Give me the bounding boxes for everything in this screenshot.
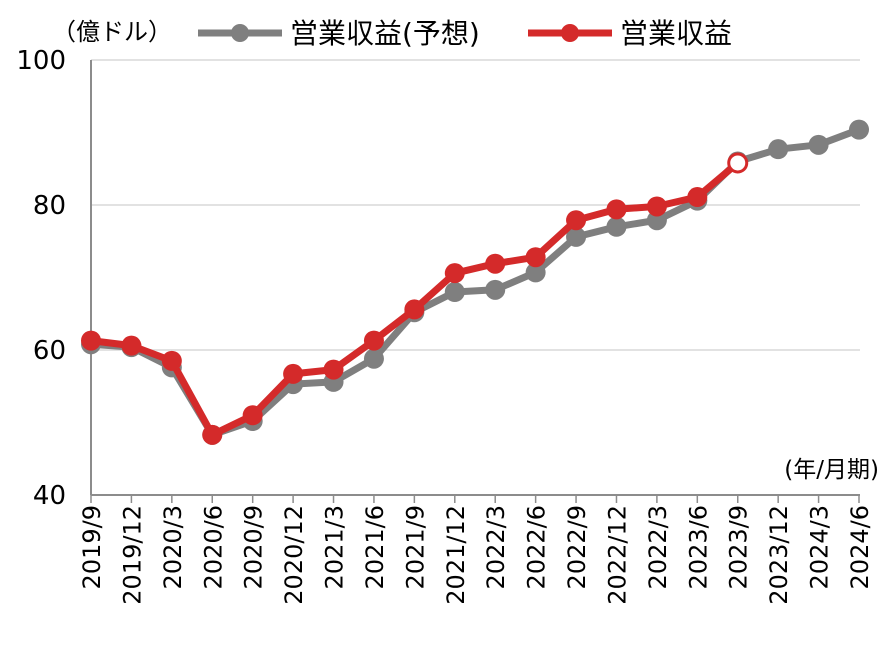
data-point (485, 279, 506, 300)
y-tick-label: 40 (33, 481, 66, 511)
data-point (444, 263, 465, 284)
data-point (727, 152, 749, 174)
x-tick-label: 2022/3 (644, 505, 672, 589)
data-point (283, 363, 304, 384)
data-point (525, 247, 546, 268)
y-tick-label: 100 (16, 46, 66, 76)
data-point (161, 350, 182, 371)
x-tick-label: 2021/3 (321, 505, 349, 589)
x-axis-unit-label: (年/月期) (784, 457, 879, 483)
data-point (202, 424, 223, 445)
data-point (646, 196, 667, 217)
legend-swatch-actual-marker (561, 24, 579, 42)
data-point (525, 262, 546, 283)
data-point (404, 299, 425, 320)
x-tick-label: 2023/12 (765, 505, 793, 605)
data-point (849, 119, 869, 140)
data-point (242, 405, 263, 426)
data-point (485, 253, 506, 274)
x-tick-label: 2023/6 (684, 505, 712, 589)
x-tick-label: 2019/9 (78, 505, 106, 589)
legend-swatch-forecast-marker (231, 24, 249, 42)
x-tick-label: 2023/9 (725, 505, 753, 589)
unit-label: （億ドル） (52, 18, 172, 46)
legend-label-forecast: 営業収益(予想) (290, 17, 480, 50)
data-point (81, 330, 101, 351)
data-point (566, 226, 587, 247)
data-point (687, 187, 708, 208)
legend-item-actual: 営業収益 (528, 17, 732, 50)
data-point (121, 335, 142, 356)
x-tick-label: 2022/12 (603, 505, 631, 605)
y-tick-labels: 40 60 80 100 (16, 46, 66, 511)
series-layer (81, 119, 869, 445)
y-tick-label: 60 (33, 336, 66, 366)
x-tick-label: 2024/3 (806, 505, 834, 589)
data-point (363, 330, 384, 351)
x-tick-label: 2020/6 (199, 505, 227, 589)
data-point (606, 216, 627, 237)
legend-label-actual: 営業収益 (620, 17, 732, 50)
y-tick-label: 80 (33, 191, 66, 221)
axes (90, 60, 860, 503)
x-tick-label: 2024/6 (846, 505, 874, 589)
x-tick-label: 2019/12 (118, 505, 146, 605)
legend: 営業収益(予想) 営業収益 (198, 17, 732, 50)
data-point (444, 282, 465, 302)
x-tick-label: 2020/12 (280, 505, 308, 605)
gridlines (91, 59, 860, 351)
x-tick-label: 2021/6 (361, 505, 389, 589)
x-tick-label: 2022/3 (482, 505, 510, 589)
data-point (646, 210, 667, 231)
legend-item-forecast: 営業収益(予想) (198, 17, 480, 50)
series-line (90, 160, 740, 439)
series-0 (81, 119, 869, 445)
series-line (90, 126, 861, 439)
x-tick-label: 2020/9 (240, 505, 268, 589)
data-point (323, 359, 344, 380)
data-point (768, 139, 789, 160)
series-1 (81, 152, 749, 445)
x-tick-label: 2021/12 (442, 505, 470, 605)
x-tick-label: 2021/9 (401, 505, 429, 589)
x-tick-labels: 2019/9 2019/12 2020/3 2020/6 2020/9 2020/12 20… (78, 505, 874, 605)
data-point (808, 134, 829, 155)
data-point (363, 348, 384, 369)
data-point (606, 199, 627, 220)
x-tick-label: 2020/3 (159, 505, 187, 589)
x-tick-label: 2022/6 (523, 505, 551, 589)
data-point (566, 210, 587, 231)
x-tick-label: 2022/9 (563, 505, 591, 589)
